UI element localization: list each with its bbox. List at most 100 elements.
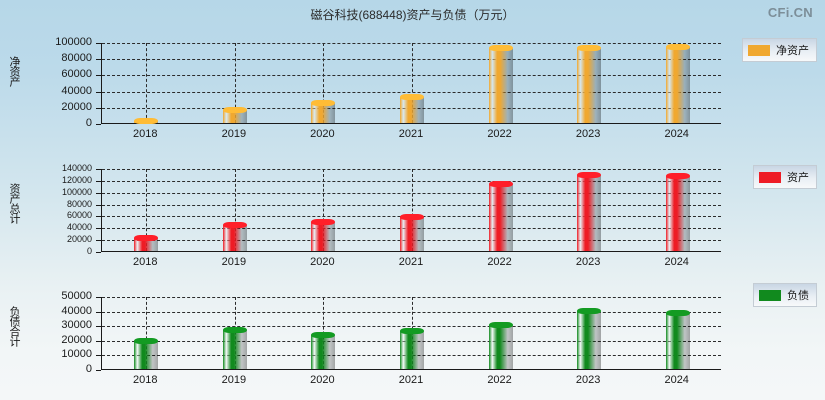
y-axis-tick-label: 20000 [61,333,92,346]
y-axis-tick [96,297,101,298]
bar[interactable] [665,44,690,123]
bar[interactable] [577,44,602,123]
bar-cap [134,338,159,345]
x-axis-label: 2018 [133,374,158,386]
legend-total-assets[interactable]: 资产 [753,165,817,189]
y-axis-tick [96,192,101,194]
x-axis-label: 2020 [310,256,335,268]
bar-cap [400,94,424,101]
bar-body [577,175,602,251]
y-axis-tick-label: 60000 [61,68,92,81]
bar[interactable] [577,307,602,369]
bar-cap [222,221,247,228]
bar[interactable] [488,322,513,369]
legend-swatch-liabilities [759,289,781,301]
category-gridline [234,169,236,251]
gridline [102,169,721,170]
bar-cap [665,44,690,51]
gridline [102,297,721,298]
bar[interactable] [665,173,690,251]
bar[interactable] [665,309,690,369]
bar-body [400,97,424,123]
bar-cap [577,172,602,179]
y-axis-tick-label: 100000 [61,186,92,197]
x-axis-label: 2021 [398,128,424,140]
bar[interactable] [400,213,424,251]
x-axis-label: 2024 [664,128,689,140]
y-axis-tick [96,326,101,328]
y-axis-tick-label: 80000 [61,52,92,65]
gridline [102,43,721,44]
legend-swatch-net-assets [748,44,770,56]
gridline [102,180,721,182]
bar[interactable] [311,100,336,123]
y-axis-tick [96,204,101,206]
x-axis-label: 2021 [398,374,424,386]
bar-body [488,47,513,123]
y-axis-tick-label: 0 [86,246,92,256]
y-axis-tick [96,124,101,125]
plot-area-net-assets [101,43,721,124]
y-axis-tick [96,59,101,61]
y-axis-tick-label: 10000 [61,348,92,361]
x-axis-label: 2024 [664,374,689,386]
category-gridline [323,43,325,123]
y-axis-tick [96,340,101,342]
bar[interactable] [222,221,247,251]
legend-swatch-total-assets [759,171,781,183]
bar[interactable] [222,326,247,369]
x-axis-label: 2018 [133,128,158,140]
gridline [102,204,721,206]
bar-body [311,222,336,251]
legend-net-assets[interactable]: 净资产 [742,38,817,62]
legend-liabilities[interactable]: 负债 [753,283,817,307]
x-axis-label: 2020 [310,374,335,386]
bar[interactable] [134,338,159,369]
bar-body [665,176,690,251]
y-axis-tick [96,252,101,253]
category-gridline [412,43,413,123]
bar[interactable] [134,117,159,124]
bar-cap [222,106,247,113]
bar-body [400,331,424,369]
bar-cap [665,309,690,316]
bar-cap [400,213,424,220]
y-axis-tick [96,107,101,109]
bar-cap [134,117,159,124]
bar[interactable] [222,106,247,123]
plot-area-total-assets [101,169,721,252]
legend-label-net-assets: 净资产 [776,45,809,57]
y-axis-tick [96,91,101,93]
bar[interactable] [311,219,336,251]
bar-body [134,341,159,369]
legend-label-total-assets: 资产 [787,172,809,184]
bar[interactable] [134,235,159,251]
bar[interactable] [400,94,424,123]
y-axis-tick [96,228,101,230]
bar[interactable] [488,181,513,251]
bar-cap [665,173,690,180]
bar[interactable] [400,328,424,369]
y-axis-tick [96,311,101,313]
y-axis-tick-label: 50000 [61,290,92,302]
x-axis-label: 2019 [221,374,247,386]
bar-cap [488,322,513,329]
legend-label-liabilities: 负债 [787,290,809,302]
bar[interactable] [311,332,336,369]
y-axis-tick [96,216,101,218]
bar-cap [311,332,336,339]
bar-body [222,329,247,369]
bar-cap [134,235,159,241]
bar[interactable] [577,172,602,251]
y-axis-title-net-assets: 净资产 [8,55,20,86]
bar-cap [488,181,513,188]
bar[interactable] [488,44,513,123]
bar-body [222,109,247,123]
y-axis-tick-label: 30000 [61,319,92,332]
y-axis-tick-label: 40000 [66,222,92,233]
gridline [102,192,721,194]
bar-body [400,216,424,251]
bar-body [311,103,336,123]
x-axis-label: 2019 [221,128,247,140]
page-title: 磁谷科技(688448)资产与负债（万元） [310,8,515,22]
